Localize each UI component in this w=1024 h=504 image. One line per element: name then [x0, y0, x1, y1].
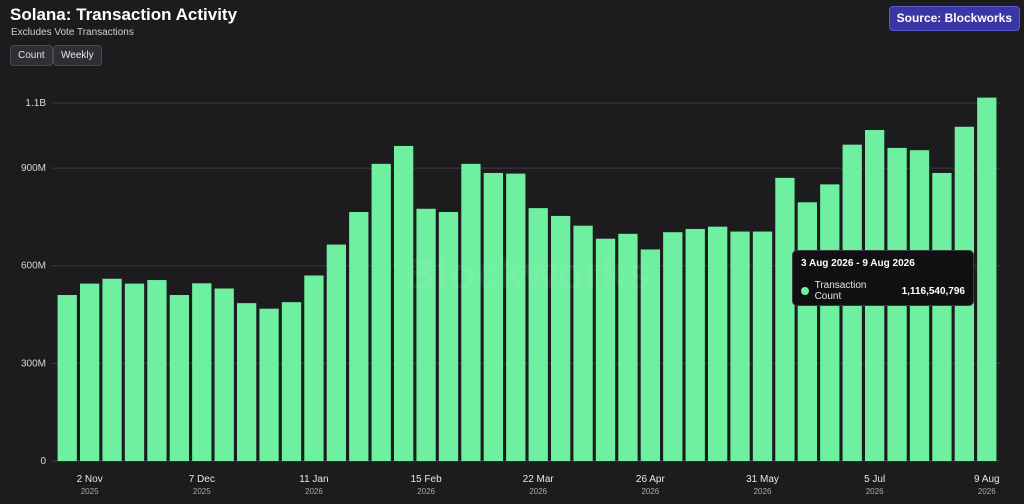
bar[interactable]	[371, 163, 391, 462]
x-tick-label: 22 Mar	[523, 474, 555, 485]
bar[interactable]	[797, 202, 818, 461]
x-tick-year-label: 2025	[193, 487, 211, 496]
page-title: Solana: Transaction Activity	[10, 5, 238, 24]
bar[interactable]	[506, 173, 526, 461]
x-tick-year-label: 2026	[529, 487, 547, 496]
y-tick-label: 300M	[21, 358, 46, 369]
bar[interactable]	[57, 295, 77, 461]
chart-tooltip: 3 Aug 2026 - 9 Aug 2026 Transaction Coun…	[792, 250, 974, 306]
y-tick-label: 900M	[21, 163, 46, 174]
bar[interactable]	[326, 244, 347, 461]
bar[interactable]	[147, 280, 167, 461]
x-tick-year-label: 2026	[305, 487, 323, 496]
bar[interactable]	[663, 232, 683, 461]
weekly-toggle-button[interactable]: Weekly	[53, 45, 102, 66]
bar[interactable]	[192, 283, 212, 461]
source-badge[interactable]: Source: Blockworks	[888, 6, 1020, 31]
x-tick-label: 26 Apr	[636, 474, 666, 485]
bar[interactable]	[775, 177, 795, 461]
bar[interactable]	[438, 212, 459, 461]
bar[interactable]	[259, 308, 279, 461]
bar[interactable]	[214, 288, 234, 461]
bar[interactable]	[461, 163, 481, 462]
bar[interactable]	[304, 275, 324, 461]
tooltip-series-label: Transaction Count	[814, 280, 867, 302]
bar[interactable]	[820, 184, 840, 461]
series-dot-icon	[801, 287, 809, 295]
bar[interactable]	[752, 231, 773, 461]
x-tick-year-label: 2025	[81, 487, 99, 496]
bar[interactable]	[236, 303, 257, 461]
bar[interactable]	[79, 283, 100, 461]
bar[interactable]	[281, 302, 302, 461]
y-tick-label: 600M	[21, 261, 46, 272]
x-tick-label: 5 Jul	[864, 474, 885, 485]
bar[interactable]	[977, 97, 997, 461]
bar[interactable]	[124, 283, 145, 461]
x-tick-year-label: 2026	[866, 487, 884, 496]
tooltip-value: 1,116,540,796	[901, 285, 965, 297]
y-tick-label: 0	[40, 456, 46, 467]
x-tick-year-label: 2026	[754, 487, 772, 496]
bar[interactable]	[550, 215, 571, 461]
x-tick-year-label: 2026	[417, 487, 435, 496]
count-toggle-button[interactable]: Count	[10, 45, 53, 66]
x-tick-label: 31 May	[746, 474, 779, 485]
bar[interactable]	[618, 233, 638, 461]
tooltip-date-range: 3 Aug 2026 - 9 Aug 2026	[801, 258, 915, 269]
bar[interactable]	[573, 225, 593, 461]
tooltip-row: Transaction Count 1,116,540,796	[801, 280, 965, 302]
bar[interactable]	[932, 172, 952, 462]
bar[interactable]	[730, 231, 750, 461]
bar[interactable]	[640, 249, 661, 461]
bar[interactable]	[707, 226, 728, 461]
x-tick-year-label: 2026	[978, 487, 996, 496]
x-tick-label: 15 Feb	[411, 474, 443, 485]
bar[interactable]	[416, 208, 436, 461]
bar[interactable]	[528, 208, 548, 461]
bar[interactable]	[483, 172, 504, 462]
bar[interactable]	[595, 238, 616, 461]
x-tick-label: 9 Aug	[974, 474, 1000, 485]
bar[interactable]	[685, 228, 705, 461]
page-subtitle: Excludes Vote Transactions	[11, 27, 134, 38]
bar[interactable]	[393, 145, 414, 461]
x-tick-label: 11 Jan	[299, 474, 328, 485]
x-tick-label: 2 Nov	[77, 474, 103, 485]
bar[interactable]	[169, 295, 190, 461]
y-tick-label: 1.1B	[25, 98, 46, 109]
bar[interactable]	[102, 278, 122, 461]
x-tick-label: 7 Dec	[189, 474, 215, 485]
bar[interactable]	[349, 212, 369, 461]
x-tick-year-label: 2026	[641, 487, 659, 496]
